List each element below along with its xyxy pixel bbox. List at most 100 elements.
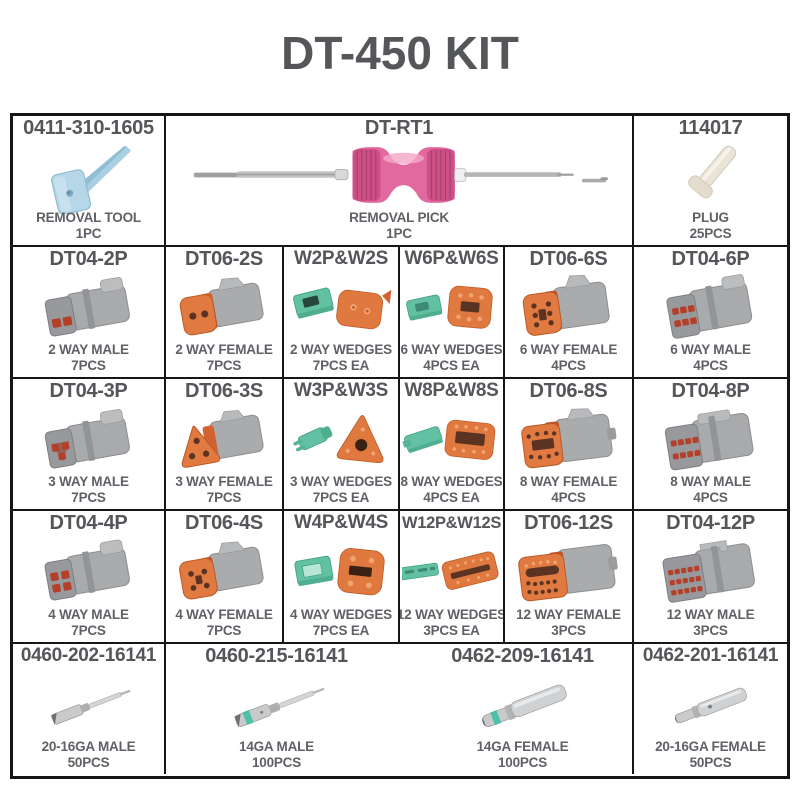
wedges-2way-image xyxy=(284,270,398,341)
item-qty: 1PC xyxy=(386,225,412,241)
item-desc: 2 WAY MALE xyxy=(48,341,129,357)
item-desc: 4 WAY FEMALE xyxy=(175,606,273,622)
item-desc: 6 WAY FEMALE xyxy=(519,341,618,357)
item-caption: 3 WAY MALE 7PCS xyxy=(48,474,129,506)
item-desc: 4 WAY WEDGES xyxy=(290,606,392,622)
part-number: DT04-3P xyxy=(49,380,128,402)
item-caption: 4 WAY FEMALE 7PCS xyxy=(175,606,273,639)
item-qty: 25PCS xyxy=(689,225,732,241)
part-number: DT04-2P xyxy=(49,248,128,270)
wedges-6way-image xyxy=(400,270,503,341)
terminal-female-socket-image xyxy=(634,667,787,738)
cell-dt06-2s: DT06-2S 2 WAY FEMALE 7PCS xyxy=(166,247,284,377)
item-caption: 2 WAY MALE 7PCS xyxy=(48,342,129,374)
item-caption: 3 WAY WEDGES 7PCS EA xyxy=(290,474,392,506)
connector-female-3way-image xyxy=(166,404,282,474)
item-caption: 6 WAY MALE 4PCS xyxy=(670,342,751,374)
part-number: DT04-4P xyxy=(49,512,128,534)
part-number: DT06-8S xyxy=(529,380,608,402)
table-row-tools: 0411-310-1605 REMOVAL TOOL 1PC xyxy=(13,116,787,247)
item-desc: 3 WAY FEMALE xyxy=(175,473,273,489)
item-desc: 6 WAY MALE xyxy=(670,341,751,357)
cell-dt06-6s: DT06-6S 6 WAY FEMALE xyxy=(505,247,634,377)
part-number: 0460-202-16141 xyxy=(20,645,157,666)
connector-male-6way-image xyxy=(634,272,787,342)
item-desc: 8 WAY WEDGES xyxy=(400,473,503,489)
connector-male-2way-image xyxy=(13,272,164,342)
part-number: 114017 xyxy=(678,117,743,139)
cell-plug: 114017 PLUG 25PCS xyxy=(634,116,787,245)
item-qty: 7PCS EA xyxy=(312,622,370,638)
item-caption: 12 WAY FEMALE 3PCS xyxy=(516,607,621,639)
item-desc: 3 WAY WEDGES xyxy=(290,473,392,489)
item-desc: 3 WAY MALE xyxy=(48,473,129,489)
part-number: W4P&W4S xyxy=(294,512,388,533)
connector-female-4way-image xyxy=(166,536,282,607)
cell-removal-tool: 0411-310-1605 REMOVAL TOOL 1PC xyxy=(13,116,166,245)
item-desc: 12 WAY FEMALE xyxy=(516,606,621,622)
part-number: DT04-6P xyxy=(671,248,750,270)
cell-dt06-12s: DT06-12S 12 WAY FEMALE xyxy=(505,511,634,642)
item-caption: 4 WAY MALE 7PCS xyxy=(48,607,129,639)
cell-dt06-4s: DT06-4S 4 WAY FEMALE 7PCS xyxy=(166,511,284,642)
item-qty: 7PCS EA xyxy=(312,489,370,505)
kit-parts-table: 0411-310-1605 REMOVAL TOOL 1PC xyxy=(10,113,790,779)
item-desc: 6 WAY WEDGES xyxy=(400,341,503,357)
item-qty: 4PCS EA xyxy=(423,489,480,505)
item-caption: 8 WAY FEMALE 4PCS xyxy=(519,473,618,506)
cell-w6p-w6s: W6P&W6S 6 WAY WEDG xyxy=(400,247,505,377)
item-desc: 14GA FEMALE xyxy=(476,738,569,754)
removal-tool-image xyxy=(13,141,164,215)
item-desc: REMOVAL TOOL xyxy=(36,209,141,225)
item-desc: 20-16GA FEMALE xyxy=(655,738,766,754)
connector-female-6way-image xyxy=(505,272,632,342)
item-qty: 50PCS xyxy=(67,754,110,770)
cell-dt04-8p: DT04-8P 8 WAY MALE 4PCS xyxy=(634,379,787,509)
terminal-male-pin-green-band-image xyxy=(166,669,387,739)
connector-male-8way-image xyxy=(634,404,787,474)
part-number: W12P&W12S xyxy=(401,514,502,532)
item-caption: PLUG 25PCS xyxy=(690,210,732,242)
item-caption: 14GA MALE 100PCS xyxy=(239,739,314,771)
item-qty: 7PCS EA xyxy=(312,357,370,373)
table-row-terminals: 0460-202-16141 20-16GA MALE 50PCS xyxy=(13,644,787,774)
part-number: DT06-12S xyxy=(524,512,613,534)
cell-dt04-6p: DT04-6P 6 WAY MALE 4PCS xyxy=(634,247,787,377)
item-caption: 8 WAY MALE 4PCS xyxy=(670,474,751,506)
part-number: DT06-6S xyxy=(529,248,608,270)
plug-image xyxy=(634,141,787,210)
cell-dt04-3p: DT04-3P 3 WAY MALE xyxy=(13,379,166,509)
item-qty: 7PCS xyxy=(71,622,106,638)
part-number: W3P&W3S xyxy=(294,380,388,401)
connector-female-2way-image xyxy=(166,272,282,342)
cell-w3p-w3s: W3P&W3S xyxy=(284,379,400,509)
page-title: DT-450 KIT xyxy=(281,27,519,79)
removal-pick-image xyxy=(166,141,632,210)
table-row-4way-12way: DT04-4P 4 WAY MALE 7PCS xyxy=(13,511,787,644)
subcell-0462-209: 0462-209-16141 14GA FEMAL xyxy=(387,644,632,774)
part-number: 0462-209-16141 xyxy=(451,645,594,667)
item-qty: 1PC xyxy=(75,225,102,241)
item-desc: 14GA MALE xyxy=(239,738,314,754)
item-desc: 12 WAY MALE xyxy=(666,606,755,622)
item-qty: 3PCS xyxy=(693,622,728,638)
terminal-female-socket-green-band-image xyxy=(413,669,632,739)
cell-dt06-3s: DT06-3S 3 WAY FEMALE 7PCS xyxy=(166,379,284,509)
item-caption: 6 WAY FEMALE 4PCS xyxy=(519,341,618,374)
part-number: DT06-3S xyxy=(185,380,263,402)
item-qty: 4PCS xyxy=(551,489,586,505)
subcell-0460-215: 0460-215-16141 xyxy=(166,644,387,774)
item-desc: 20-16GA MALE xyxy=(41,738,136,754)
item-qty: 4PCS xyxy=(693,489,728,505)
item-caption: 8 WAY WEDGES 4PCS EA xyxy=(401,474,503,506)
part-number: 0462-201-16141 xyxy=(642,645,779,666)
item-caption: REMOVAL TOOL 1PC xyxy=(36,210,141,242)
part-number: 0411-310-1605 xyxy=(23,117,154,139)
item-desc: 8 WAY FEMALE xyxy=(519,473,618,489)
cell-dt04-12p: DT04-12P 12 WAY MALE 3PCS xyxy=(634,511,787,642)
cell-w4p-w4s: W4P&W4S xyxy=(284,511,400,642)
cell-w12p-w12s: W12P&W12S xyxy=(400,511,505,642)
item-caption: 14GA FEMALE 100PCS xyxy=(477,739,569,771)
item-qty: 7PCS xyxy=(71,357,106,373)
item-qty: 7PCS xyxy=(206,357,242,373)
